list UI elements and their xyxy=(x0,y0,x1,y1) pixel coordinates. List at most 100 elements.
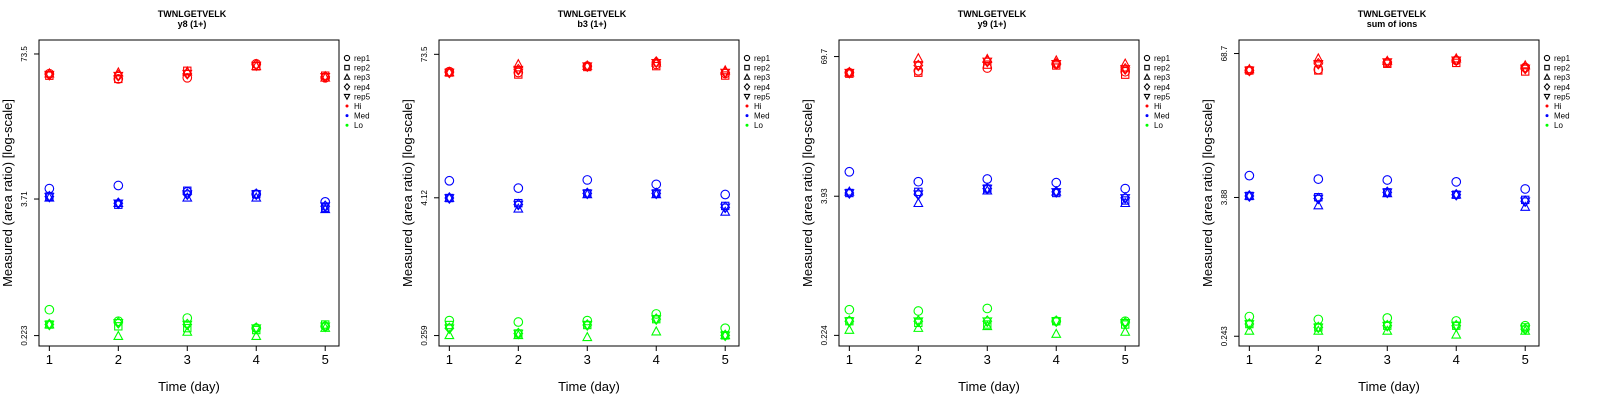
legend-marker-rep2 xyxy=(344,64,350,71)
plot-frame xyxy=(438,39,740,347)
data-point-rep5-lo xyxy=(113,319,124,329)
legend-marker-rep5 xyxy=(1143,93,1151,101)
chart-subtitle: b3 (1+) xyxy=(577,19,606,29)
legend-marker-rep5 xyxy=(743,93,751,101)
data-point-rep3-lo xyxy=(844,324,855,334)
y-tick-label: 0.243 xyxy=(1220,326,1229,347)
data-point-rep5-lo xyxy=(913,317,924,328)
legend-label: Hi xyxy=(1554,102,1562,111)
data-point-rep5-lo xyxy=(513,329,524,340)
y-tick-label: 0.259 xyxy=(420,325,429,346)
data-point-rep5-lo xyxy=(444,324,455,335)
data-point-rep1-hi xyxy=(113,74,124,84)
data-point-rep5-med xyxy=(1313,194,1324,205)
legend-label: rep4 xyxy=(754,83,771,92)
data-point-rep1-hi xyxy=(182,72,193,83)
data-point-rep3-med xyxy=(113,197,124,208)
x-tick-label: 2 xyxy=(915,352,922,367)
x-tick-label: 2 xyxy=(115,352,122,367)
y-axis-label: Measured (area ratio) [log-scale] xyxy=(0,99,15,287)
data-point-rep3-lo xyxy=(44,318,55,329)
data-point-rep2-hi xyxy=(514,70,523,79)
x-axis-label: Time (day) xyxy=(958,379,1020,394)
data-point-rep5-med xyxy=(444,194,455,204)
data-point-rep1-med xyxy=(844,166,855,177)
x-tick-label: 5 xyxy=(722,352,729,367)
data-point-rep1-lo xyxy=(182,313,193,323)
data-point-rep5-hi xyxy=(1244,66,1255,77)
data-point-rep3-lo xyxy=(113,330,124,341)
legend-label: Lo xyxy=(354,121,363,130)
data-point-rep2-hi xyxy=(1521,67,1530,76)
x-axis-label: Time (day) xyxy=(158,379,220,394)
data-point-rep1-med xyxy=(1120,183,1131,194)
data-point-rep3-lo xyxy=(913,322,924,332)
legend-marker-rep2 xyxy=(1144,64,1150,71)
x-tick-label: 2 xyxy=(1315,352,1322,367)
legend-label: rep5 xyxy=(354,92,371,101)
data-point-rep5-med xyxy=(44,192,55,203)
legend-marker-rep3 xyxy=(343,73,351,80)
data-point-rep5-med xyxy=(651,189,662,200)
data-point-rep3-hi xyxy=(651,56,662,67)
legend-marker-rep4 xyxy=(743,82,751,91)
y-tick-label: 3.71 xyxy=(20,191,29,207)
legend-label: rep1 xyxy=(354,54,371,63)
data-point-rep5-med xyxy=(913,190,924,201)
data-point-rep5-hi xyxy=(1451,56,1462,67)
x-axis-label: Time (day) xyxy=(1358,379,1420,394)
data-point-rep2-hi xyxy=(1314,66,1323,75)
data-point-rep5-hi xyxy=(651,59,662,69)
legend-marker-rep1 xyxy=(1543,54,1551,62)
data-point-rep5-hi xyxy=(444,68,455,79)
legend-dot-lo xyxy=(1545,123,1549,127)
data-point-rep1-lo xyxy=(582,315,593,326)
data-point-rep2-hi xyxy=(1452,58,1461,68)
data-point-rep1-med xyxy=(444,175,455,186)
data-point-rep3-hi xyxy=(582,60,593,70)
data-point-rep5-med xyxy=(1382,188,1393,199)
data-point-rep3-lo xyxy=(719,329,731,340)
legend-label: Hi xyxy=(754,102,762,111)
legend-label: rep2 xyxy=(754,64,771,73)
data-point-rep5-med xyxy=(182,190,193,201)
data-point-rep1-hi xyxy=(513,67,524,78)
data-point-rep5-hi xyxy=(1519,64,1531,75)
data-point-rep3-med xyxy=(719,206,731,216)
x-axis-label: Time (day) xyxy=(558,379,620,394)
data-point-rep3-lo xyxy=(1451,328,1462,339)
data-point-rep5-med xyxy=(844,189,855,199)
x-tick-label: 2 xyxy=(515,352,522,367)
data-point-rep1-lo xyxy=(1451,316,1462,326)
data-point-rep5-lo xyxy=(982,317,993,328)
data-point-rep3-hi xyxy=(1313,52,1324,63)
legend-marker-rep3 xyxy=(1543,73,1551,80)
legend-label: Med xyxy=(1554,112,1570,121)
data-point-rep5-hi xyxy=(513,65,524,76)
data-point-rep5-med xyxy=(1519,197,1531,208)
data-point-rep5-hi xyxy=(913,61,924,72)
x-tick-label: 5 xyxy=(1122,352,1129,367)
data-point-rep5-med xyxy=(319,202,331,213)
legend-marker-rep1 xyxy=(1143,54,1151,62)
data-point-rep5-med xyxy=(982,184,993,195)
legend-marker-rep4 xyxy=(343,82,351,91)
data-point-rep5-lo xyxy=(844,317,855,328)
data-point-rep5-hi xyxy=(1051,60,1062,70)
legend-label: Med xyxy=(354,112,370,121)
legend-dot-med xyxy=(1545,114,1549,118)
legend-dot-hi xyxy=(745,104,749,108)
data-point-rep3-med xyxy=(913,197,924,208)
y-tick-label: 3.93 xyxy=(820,188,829,204)
legend-label: rep3 xyxy=(1554,73,1571,82)
legend-label: rep1 xyxy=(1554,54,1571,63)
legend-label: rep4 xyxy=(1554,83,1571,92)
data-point-rep3-hi xyxy=(444,66,455,77)
legend-marker-rep4 xyxy=(1143,82,1151,91)
legend-label: Hi xyxy=(1154,102,1162,111)
data-point-rep5-lo xyxy=(44,320,55,331)
plot-frame xyxy=(38,39,340,347)
